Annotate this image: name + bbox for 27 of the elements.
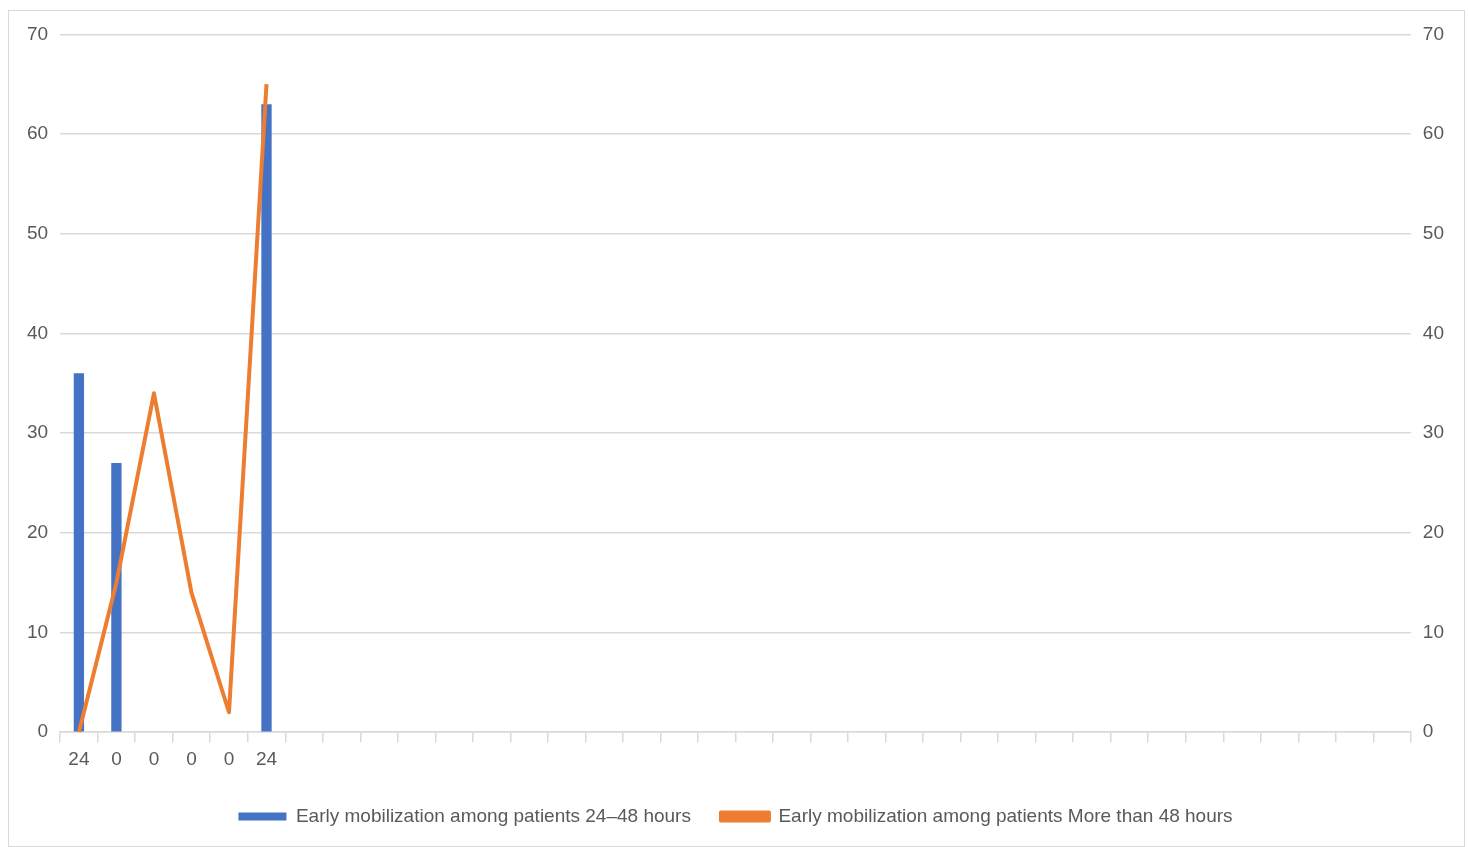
y-tick-label: 30 — [26, 421, 49, 443]
x-tick-label: 0 — [186, 747, 197, 769]
y-tick-label: 20 — [26, 521, 49, 543]
y2-tick-label: 60 — [1422, 122, 1445, 144]
legend-label: Early mobilization among patients More than 48 hours — [778, 804, 1233, 826]
y-tick-label: 60 — [26, 122, 49, 144]
y-tick-label: 10 — [26, 620, 49, 642]
y2-tick-label: 40 — [1422, 321, 1445, 343]
y-tick-label: 0 — [37, 720, 49, 742]
y-tick-label: 70 — [26, 22, 49, 44]
bar — [261, 104, 272, 732]
y2-tick-label: 50 — [1422, 222, 1445, 244]
x-tick-label: 0 — [223, 747, 235, 769]
y-tick-label: 50 — [26, 222, 49, 244]
y2-tick-label: 70 — [1422, 22, 1445, 44]
x-tick-label: 24 — [68, 747, 90, 769]
x-tick-label: 24 — [255, 747, 278, 769]
y2-tick-label: 10 — [1422, 620, 1445, 642]
x-tick-label: 0 — [111, 747, 122, 769]
y-tick-label: 40 — [26, 321, 49, 343]
bar — [73, 373, 85, 732]
y2-tick-label: 0 — [1422, 720, 1434, 742]
legend-label: Early mobilization among patients 24–48 hours — [295, 804, 691, 826]
y2-tick-label: 30 — [1422, 421, 1445, 443]
x-tick-label: 0 — [148, 747, 160, 769]
bar — [111, 463, 122, 732]
y2-tick-label: 20 — [1422, 521, 1445, 543]
